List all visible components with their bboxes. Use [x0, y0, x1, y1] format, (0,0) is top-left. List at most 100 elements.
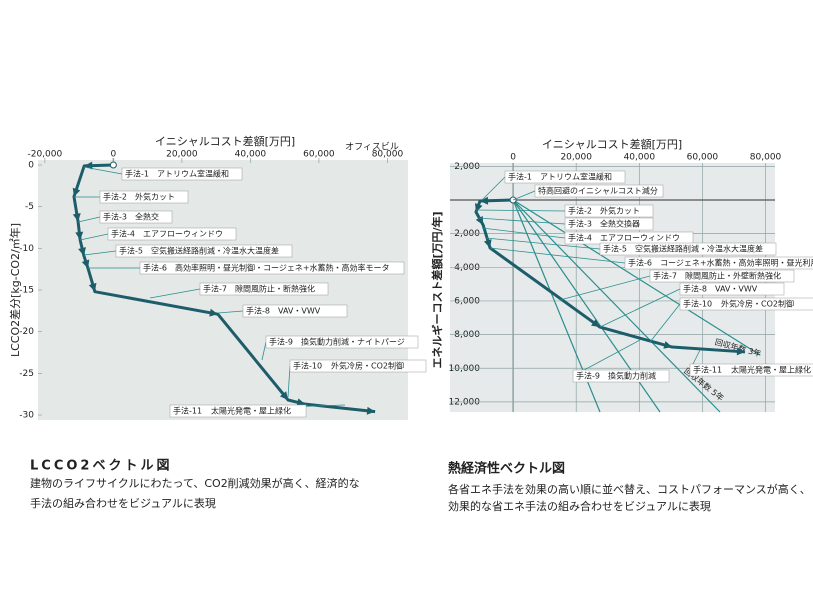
- annotation-text: 換気動力削減・ナイトパージ: [301, 337, 405, 347]
- annotation-label: 手法-11: [173, 406, 202, 416]
- y-tick-label: 8,000: [454, 330, 480, 340]
- leader-line: [79, 233, 109, 241]
- leader-line: [83, 166, 123, 175]
- x-axis-title: イニシャルコスト差額[万円]: [542, 137, 682, 151]
- x-tick-label: 80,000: [372, 150, 404, 160]
- annotation-label: 手法-7: [203, 284, 227, 294]
- x-axis-title: イニシャルコスト差額[万円]: [155, 134, 295, 148]
- y-tick-label: -25: [19, 369, 34, 379]
- arrow-head: [279, 391, 289, 400]
- annotation-label: 手法-2: [568, 206, 592, 216]
- leader-line: [477, 217, 566, 225]
- x-tick-label: 20,000: [560, 153, 592, 163]
- annotation-box: [99, 210, 173, 224]
- arrow-head: [81, 259, 90, 269]
- annotation-label: 手法-3: [568, 219, 592, 229]
- annotation-text: 外気冷房・CO2制御: [721, 299, 794, 309]
- annotation-label: 手法-10: [293, 361, 322, 371]
- payback-line: [512, 199, 721, 413]
- annotation-text: VAV・VWV: [278, 307, 321, 316]
- annotation-label: 手法-3: [103, 212, 127, 222]
- x-tick-label: 0: [510, 153, 516, 163]
- annotation-box: [242, 304, 348, 318]
- leader-line: [149, 288, 201, 299]
- annotation-box: [504, 170, 626, 184]
- annotation-box: [649, 269, 795, 283]
- y-tick-label: -10: [19, 244, 34, 254]
- x-tick-label: 0: [111, 150, 117, 160]
- annotation-box: [564, 204, 654, 218]
- x-tick-label: 40,000: [624, 153, 656, 163]
- annotation-text: アトリウム室温緩和: [157, 169, 229, 179]
- annotation-box: [599, 242, 777, 256]
- annotation-box: [564, 217, 654, 231]
- y-tick-label: -30: [19, 411, 34, 421]
- annotation-box: [169, 404, 307, 418]
- leader-line: [217, 310, 244, 314]
- y-tick-label: 6,000: [454, 296, 480, 306]
- annotation-text: エアフローウィンドウ: [143, 230, 223, 239]
- annotation-label: 手法-5: [603, 244, 627, 254]
- annotation-text: 太陽光発電・屋上緑化: [731, 365, 811, 375]
- annotation-label: 手法-10: [683, 299, 712, 309]
- arrow-head: [84, 161, 93, 170]
- y-tick-label: -20: [19, 327, 34, 337]
- caption-line: 建物のライフサイクルにわたって、CO2削減効果が高く、経済的な: [30, 476, 360, 490]
- vector-line: [474, 198, 746, 354]
- annotation-label: 手法-6: [628, 258, 652, 268]
- annotation-label: 手法-2: [103, 192, 127, 202]
- annotation-label: 手法-11: [693, 365, 722, 375]
- annotation-label: 手法-6: [143, 263, 167, 273]
- annotation-label: 手法-5: [119, 246, 143, 256]
- leader-line: [481, 176, 506, 201]
- caption-heading: 熱経済性ベクトル図: [448, 461, 565, 477]
- annotation-text: 換気動力削減: [608, 371, 656, 381]
- caption-heading: LCCO2ベクトル図: [30, 459, 172, 474]
- arrow-head: [72, 187, 81, 197]
- y-tick-label: 12,000: [449, 397, 481, 407]
- annotation-text: 外気カット: [600, 206, 640, 216]
- leader-line: [512, 190, 536, 201]
- leader-line: [599, 288, 681, 328]
- annotation-box: [689, 363, 813, 377]
- annotation-label: 手法-1: [508, 172, 532, 182]
- caption-line: 効果的な省エネ手法の組み合わせをビジュアルに表現: [448, 499, 711, 513]
- annotation-text: エアフローウィンドウ: [600, 234, 680, 243]
- annotation-text: VAV・VWV: [715, 285, 758, 294]
- chart-title: オフィスビル: [345, 142, 399, 153]
- x-tick-label: 60,000: [687, 153, 719, 163]
- annotation-box: [107, 227, 237, 241]
- annotation-text: 空気搬送経路削減・冷温水大温度差: [151, 246, 279, 256]
- annotation-text: 高効率照明・昼光制御・コージェネ+水蓄熱・高効率モータ: [175, 263, 390, 273]
- arrow-head: [366, 406, 376, 415]
- annotation-box: [572, 369, 670, 383]
- arrow-head: [736, 347, 746, 356]
- y-tick-label: 4,000: [454, 263, 480, 273]
- arrow-head: [88, 282, 97, 292]
- leader-line: [261, 341, 267, 361]
- x-tick-label: 60,000: [303, 150, 335, 160]
- annotation-text: コージェネ+水蓄熱・高効率照明・昼光利用他: [660, 258, 813, 268]
- arrow-head: [296, 398, 306, 407]
- arrow-head: [78, 247, 86, 256]
- annotation-label: 手法-8: [683, 284, 707, 294]
- arrow-head: [72, 213, 81, 222]
- annotation-box: [139, 261, 405, 275]
- annotation-box: [121, 167, 243, 181]
- leader-line: [83, 250, 117, 256]
- caption-line: 手法の組み合わせをビジュアルに表現: [30, 496, 216, 510]
- arrow-head: [479, 196, 489, 205]
- x-tick-label: -20,000: [27, 150, 62, 160]
- x-tick-label: 40,000: [235, 150, 267, 160]
- leader-line: [485, 237, 601, 250]
- annotation-label: 手法-4: [111, 229, 135, 239]
- arrow-head: [209, 308, 218, 317]
- leader-line: [481, 227, 566, 239]
- annotation-text: 全熱交換器: [600, 219, 640, 229]
- arrow-head: [483, 239, 492, 248]
- annotation-label: 手法-4: [568, 233, 592, 243]
- annotation-box: [199, 282, 329, 296]
- y-tick-label: -5: [25, 202, 34, 212]
- annotation-label: 手法-9: [269, 337, 293, 347]
